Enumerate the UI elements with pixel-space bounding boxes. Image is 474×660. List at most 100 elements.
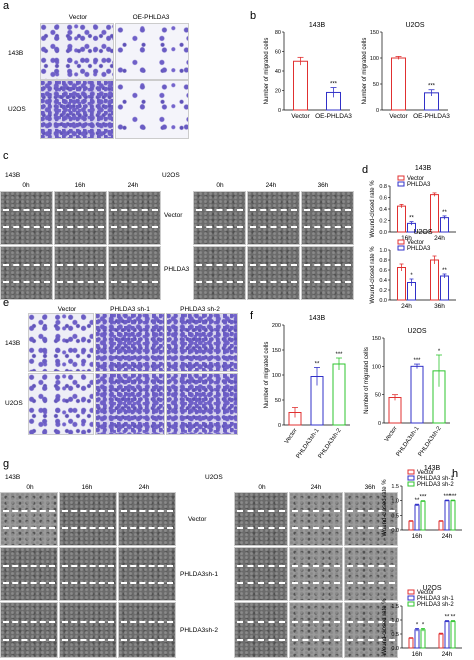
y-axis-label: Number of migrated cells [362, 38, 368, 105]
g-u2os-sh1-24h [289, 547, 343, 601]
legend-label: PHLDA3 sh-2 [417, 482, 454, 488]
c-right-time-1: 24h [265, 182, 277, 189]
legend-swatch [407, 595, 415, 601]
bar [430, 194, 439, 233]
legend-swatch [397, 239, 405, 245]
x-tick-label: Vector [384, 426, 399, 443]
bar [438, 520, 444, 531]
chart-title: 143B [415, 165, 432, 172]
g-right-time-0: 0h [258, 484, 266, 491]
bar [450, 500, 456, 531]
bar [408, 520, 414, 531]
significance-label: ** [442, 268, 447, 274]
g-u2os-vector-0h [234, 492, 288, 546]
panel-label-d: d [362, 164, 369, 176]
a-image-143b-oe [115, 23, 189, 80]
legend-swatch [397, 245, 405, 251]
bar [444, 500, 450, 531]
y-tick-label: 0 [278, 423, 281, 429]
panel-label-h: h [452, 468, 459, 480]
a-row-143b: 143B [8, 50, 24, 57]
y-tick-label: 0 [278, 108, 281, 114]
significance-label: *** [335, 352, 343, 358]
chart-title: U2OS [413, 229, 432, 236]
c-u2os-vector-36h [301, 191, 354, 245]
e-image-143b-vector [28, 313, 94, 372]
y-tick-label: 40 [275, 69, 281, 75]
y-tick-label: 150 [372, 336, 381, 342]
a-col-vector: Vector [68, 14, 88, 21]
bar [391, 57, 406, 111]
chart-title: 143B [424, 465, 441, 472]
significance-label: *** [413, 358, 421, 364]
c-u2os-phlda3-24h [247, 246, 300, 300]
y-axis-label: Wound-closed rate % [382, 479, 388, 537]
y-axis-label: Number of migrated cells [364, 347, 370, 414]
y-axis-label: Number of migrated cells [264, 38, 270, 105]
y-tick-label: 50 [373, 82, 379, 88]
significance-label: *** [419, 495, 427, 501]
y-tick-label: 80 [275, 30, 281, 36]
significance-label: ** [442, 210, 447, 216]
legend-label: Vector [407, 240, 424, 246]
y-tick-label: 150 [272, 348, 281, 354]
e-image-u2os-sh2 [166, 373, 238, 435]
legend-swatch [407, 475, 415, 481]
c-row-vector: Vector [164, 212, 183, 219]
bar [397, 205, 406, 233]
y-tick-label: 0.0 [391, 528, 399, 534]
chart-title: U2OS [407, 328, 426, 335]
chart-title: 143B [309, 315, 326, 322]
legend-swatch [407, 589, 415, 595]
g-left-cell: 143B [5, 474, 21, 481]
bar [293, 60, 308, 111]
significance-label: * [422, 622, 425, 628]
y-tick-label: 100 [372, 364, 381, 370]
bar [397, 267, 406, 301]
y-axis-label: Wound-closed rate % [370, 246, 376, 304]
g-left-time-0: 0h [26, 484, 34, 491]
y-tick-label: 0.0 [379, 230, 387, 236]
e-image-u2os-vector [28, 373, 94, 435]
e-col-sh1: PHLDA3 sh-1 [110, 306, 150, 313]
significance-label: ** [315, 362, 320, 368]
x-tick-label: 16h [412, 533, 423, 540]
panel-label-c: c [3, 150, 9, 162]
significance-label: * [410, 273, 413, 279]
y-tick-label: 0.4 [379, 278, 387, 284]
x-tick-label: 24h [442, 533, 453, 540]
y-tick-label: 0.8 [379, 184, 387, 190]
bar [388, 397, 402, 424]
chart-title: U2OS [422, 585, 441, 592]
x-tick-label: OE-PHLDA3 [315, 113, 352, 120]
y-tick-label: 0.5 [391, 513, 399, 519]
x-tick-label: 16h [412, 651, 423, 658]
a-image-u2os-vector [40, 80, 114, 139]
bar [420, 500, 426, 531]
bar [450, 620, 456, 649]
g-right-cell: U2OS [205, 474, 223, 481]
significance-label: * [416, 622, 419, 628]
x-tick-label: OE-PHLDA3 [413, 113, 450, 120]
e-image-143b-sh1 [95, 313, 165, 372]
panel-label-e: e [3, 297, 10, 309]
g-u2os-sh1-0h [234, 547, 288, 601]
g-u2os-sh2-0h [234, 602, 288, 658]
a-image-u2os-oe [115, 80, 189, 139]
y-tick-label: 100 [272, 373, 281, 379]
x-tick-label: PHLDA3sh-2 [418, 425, 443, 458]
c-u2os-phlda3-36h [301, 246, 354, 300]
a-col-oe-phlda3: OE-PHLDA3 [132, 14, 170, 21]
legend-label: PHLDA3 [407, 182, 431, 188]
g-u2os-sh2-36h [344, 602, 398, 658]
c-left-cell: 143B [5, 172, 21, 179]
y-tick-label: 150 [370, 30, 379, 36]
x-tick-label: 24h [442, 651, 453, 658]
significance-label: ** [445, 615, 450, 621]
significance-label: * [438, 349, 441, 355]
